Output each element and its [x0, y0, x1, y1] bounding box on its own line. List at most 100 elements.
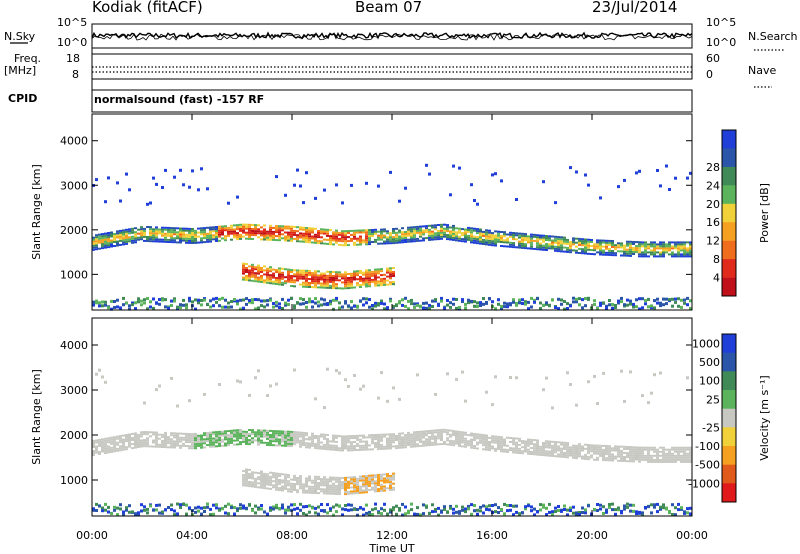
- power-cell: [374, 276, 377, 279]
- velocity-cell: [518, 449, 521, 452]
- power-cell: [314, 282, 317, 285]
- velocity-cell: [407, 442, 410, 444]
- velocity-cell: [452, 430, 455, 433]
- power-cell: [281, 297, 284, 301]
- velocity-cell: [671, 513, 674, 516]
- velocity-cell: [623, 458, 626, 460]
- velocity-cell: [446, 510, 449, 514]
- power-cell: [146, 238, 149, 240]
- power-cell: [227, 234, 230, 237]
- power-cell: [206, 302, 209, 306]
- power-cell: [410, 232, 413, 235]
- velocity-cell: [620, 455, 623, 458]
- power-cell: [173, 297, 176, 301]
- velocity-cell: [386, 437, 389, 440]
- power-cell: [116, 242, 119, 245]
- power-cell: [386, 271, 389, 274]
- velocity-cell: [224, 504, 227, 508]
- power-cell: [212, 226, 215, 229]
- velocity-cell: [260, 435, 263, 438]
- power-cell: [443, 229, 446, 232]
- power-cell: [287, 235, 290, 238]
- power-cell: [617, 250, 620, 253]
- velocity-cell: [356, 483, 359, 486]
- power-cell: [260, 238, 263, 241]
- velocity-cell: [284, 440, 287, 443]
- velocity-cell: [326, 434, 329, 436]
- velocity-cell: [134, 432, 137, 435]
- power-cell: [92, 242, 95, 245]
- velocity-cell: [284, 434, 287, 437]
- velocity-cell: [326, 503, 329, 507]
- power-cell: [170, 304, 173, 307]
- velocity-cell: [413, 443, 416, 446]
- power-cell: [593, 299, 596, 303]
- velocity-cell: [356, 508, 359, 511]
- velocity-cell: [245, 472, 248, 475]
- velocity-cell: [626, 505, 629, 509]
- velocity-cell: [365, 479, 368, 482]
- velocity-cell: [104, 508, 107, 512]
- power-cell: [200, 167, 203, 171]
- velocity-cell: [110, 438, 113, 441]
- velocity-cell: [509, 508, 512, 512]
- velocity-cell: [209, 443, 212, 446]
- power-cell: [311, 241, 314, 244]
- power-cell: [128, 307, 131, 311]
- velocity-cell: [101, 450, 104, 453]
- power-cell: [449, 226, 452, 229]
- velocity-cell: [353, 437, 356, 439]
- power-cell: [446, 230, 449, 233]
- velocity-cell: [134, 446, 137, 449]
- power-cell: [152, 297, 155, 301]
- power-cell: [671, 297, 674, 301]
- velocity-cell: [293, 441, 296, 444]
- power-cell: [380, 280, 383, 283]
- power-cell: [587, 183, 590, 187]
- velocity-cell: [233, 435, 236, 438]
- power-cell: [539, 236, 542, 239]
- velocity-cell: [677, 450, 680, 453]
- power-cell: [374, 240, 377, 243]
- velocity-cell: [140, 445, 143, 448]
- velocity-cell: [299, 443, 302, 446]
- velocity-cell: [254, 504, 257, 508]
- velocity-cell: [623, 460, 626, 462]
- nave-tick-top: 60: [706, 52, 720, 65]
- power-ytick-label: 1000: [60, 268, 88, 281]
- velocity-cell: [533, 449, 536, 452]
- power-cell: [488, 237, 491, 240]
- velocity-cell: [239, 437, 242, 440]
- power-cell: [509, 231, 512, 234]
- velocity-cell: [221, 507, 224, 511]
- power-cell: [458, 231, 461, 234]
- power-cell: [632, 247, 635, 249]
- power-cell: [512, 234, 515, 236]
- power-cell: [263, 224, 266, 227]
- power-cell: [257, 298, 260, 302]
- power-cell: [599, 301, 602, 305]
- power-cell: [431, 234, 434, 237]
- velocity-cell: [374, 438, 377, 441]
- velocity-cell: [500, 436, 503, 439]
- power-cell: [491, 238, 494, 241]
- velocity-cell: [365, 483, 368, 486]
- velocity-cell: [473, 436, 476, 439]
- velocity-cell: [95, 372, 98, 376]
- velocity-cell: [296, 479, 299, 482]
- power-cell: [380, 236, 383, 239]
- velocity-cell: [230, 506, 233, 510]
- power-cell: [299, 184, 302, 188]
- velocity-cell: [617, 508, 620, 512]
- power-cell: [518, 232, 521, 235]
- power-cell: [479, 228, 482, 231]
- velocity-cell: [632, 452, 635, 455]
- velocity-cell: [551, 450, 554, 453]
- velocity-cell: [335, 486, 338, 489]
- velocity-cell: [554, 451, 557, 454]
- power-cell: [281, 277, 284, 280]
- power-colorbar-tick: 20: [706, 198, 720, 211]
- power-cell: [275, 235, 278, 238]
- power-cell: [425, 225, 428, 228]
- velocity-cell: [353, 507, 356, 511]
